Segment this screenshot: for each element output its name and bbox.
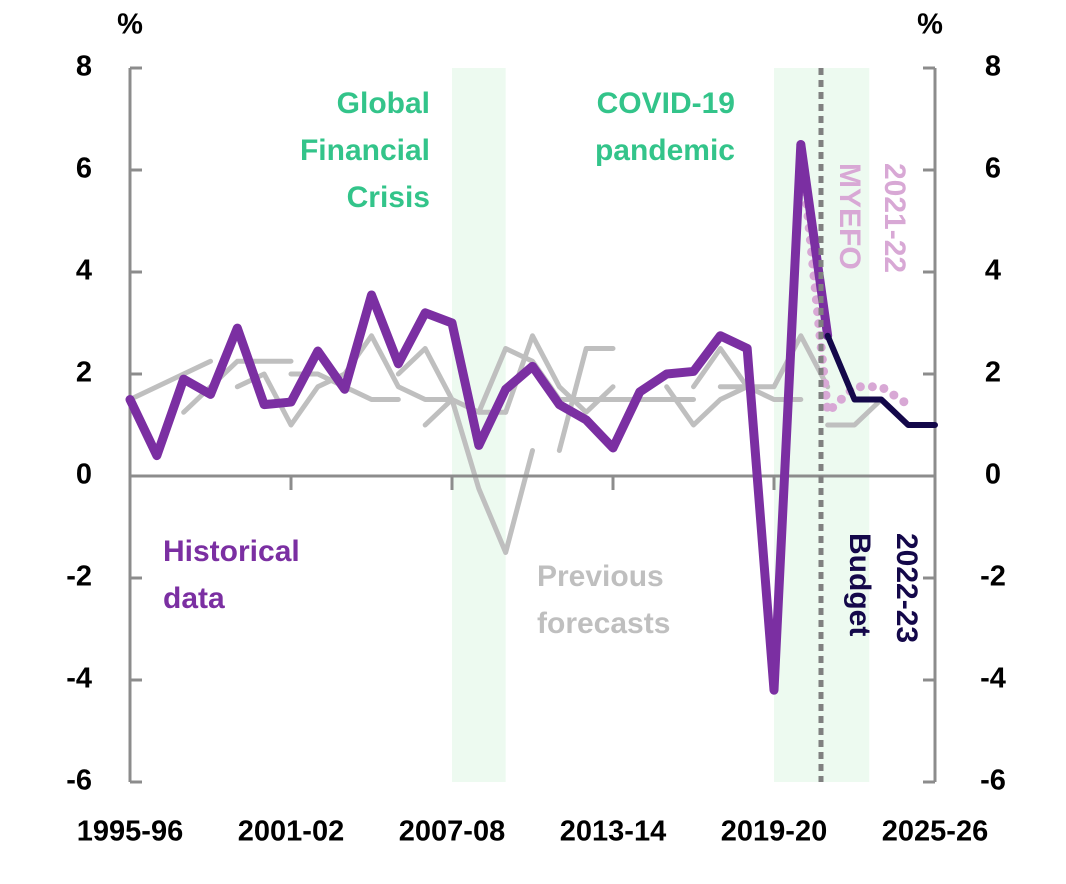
series-line xyxy=(824,332,938,428)
series-line xyxy=(717,333,831,390)
y2-tick-label: -4 xyxy=(980,663,1006,695)
annotation: Financial xyxy=(300,134,430,167)
y2-tick-label: 2 xyxy=(985,357,1001,389)
x-tick-label: 2019-20 xyxy=(721,816,827,848)
y2-tick-label: -2 xyxy=(980,561,1006,593)
x-tick-label: 2013-14 xyxy=(560,816,666,848)
x-tick-label: 2025-26 xyxy=(882,816,988,848)
series-line xyxy=(342,333,455,402)
y2-tick-label: 6 xyxy=(985,153,1001,185)
series-line xyxy=(503,333,616,415)
x-tick-label: 2001-02 xyxy=(238,816,344,848)
series-line xyxy=(127,358,213,402)
y-tick-label: 8 xyxy=(76,51,92,83)
series-line xyxy=(556,346,616,453)
series-line xyxy=(125,140,833,695)
annotation: Global xyxy=(337,87,430,120)
x-tick-label: 1995-96 xyxy=(77,816,183,848)
annotation: Budget xyxy=(843,533,876,636)
series-line xyxy=(664,384,750,428)
y2-tick-label: 4 xyxy=(985,255,1001,287)
series-line xyxy=(422,397,535,555)
annotation: pandemic xyxy=(595,134,735,167)
annotation: 2021-22 xyxy=(878,163,911,273)
y-tick-label: -2 xyxy=(66,561,92,593)
annotation: Historical xyxy=(163,535,300,568)
series-line xyxy=(476,346,589,415)
y-tick-label: 6 xyxy=(76,153,92,185)
y2-tick-label: -6 xyxy=(980,765,1006,797)
annotation: Crisis xyxy=(347,181,430,214)
series-line xyxy=(181,358,294,415)
y-tick-label: -6 xyxy=(66,765,92,797)
y2-axis-label: % xyxy=(917,9,943,41)
annotation: COVID-19 xyxy=(597,87,735,120)
y-tick-label: -4 xyxy=(66,663,92,695)
y2-tick-label: 8 xyxy=(985,51,1001,83)
series-line xyxy=(825,397,884,428)
annotation: MYEFO xyxy=(833,163,866,270)
x-tick-label: 2007-08 xyxy=(399,816,505,848)
annotation: Previous xyxy=(537,560,664,593)
y-tick-label: 0 xyxy=(76,459,92,491)
y2-tick-label: 0 xyxy=(985,459,1001,491)
y-tick-label: 4 xyxy=(76,255,92,287)
y-axis-label: % xyxy=(117,9,143,41)
annotation: data xyxy=(163,582,225,615)
annotation: forecasts xyxy=(537,607,670,640)
annotation: 2022-23 xyxy=(890,533,923,643)
y-tick-label: 2 xyxy=(76,357,92,389)
